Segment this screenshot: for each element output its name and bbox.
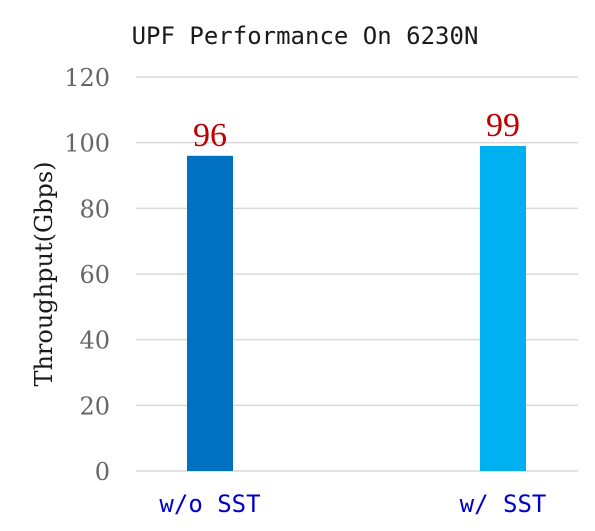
bar [187,155,233,472]
y-tick-label: 0 [95,458,110,486]
x-category-label: w/o SST [159,490,260,518]
x-axis-category-labels: w/o SST w/ SST [159,490,546,518]
x-category-label: w/ SST [460,490,547,518]
y-tick-label: 80 [79,195,110,223]
y-tick-label: 120 [64,64,110,92]
y-axis-title: Throughput(Gbps) [30,161,58,386]
y-tick-label: 20 [79,392,110,420]
bar-value-label: 99 [486,107,520,144]
chart-title: UPF Performance On 6230N [132,22,479,50]
y-axis-tick-labels: 0 20 40 60 80 100 120 [64,64,110,486]
y-tick-label: 100 [64,130,110,158]
y-tick-label: 40 [79,327,110,355]
data-labels: 96 99 [193,107,520,154]
bar [480,145,526,471]
bars [187,145,526,472]
bar-value-label: 96 [193,117,227,154]
y-tick-label: 60 [79,261,110,289]
